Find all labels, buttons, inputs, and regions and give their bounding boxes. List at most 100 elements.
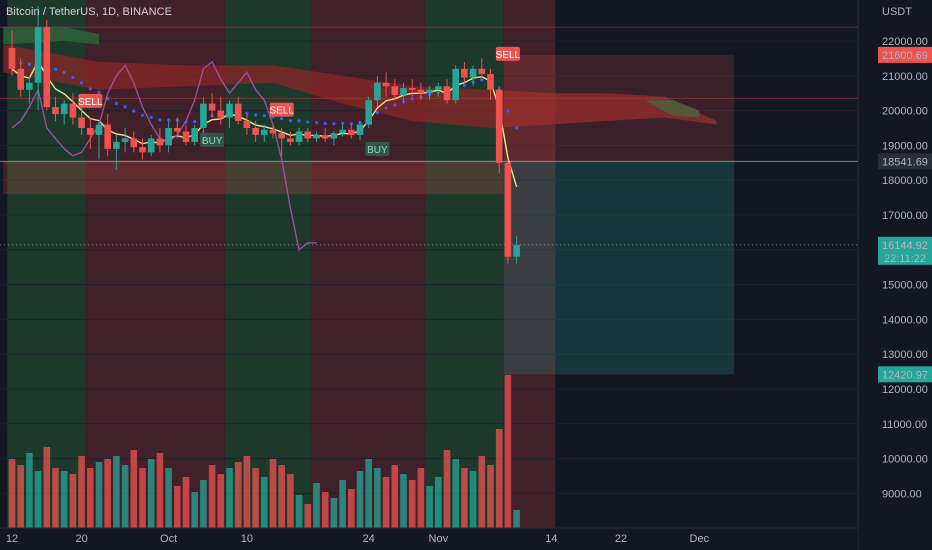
volume-bar bbox=[165, 468, 172, 528]
time-axis: 12 20 Oct 10 24 Nov 14 22 Dec bbox=[0, 527, 858, 550]
ema-dot bbox=[158, 118, 162, 122]
candle-body bbox=[43, 27, 51, 108]
volume-bar bbox=[200, 480, 207, 528]
candle-body bbox=[321, 134, 329, 139]
candle-body bbox=[356, 124, 364, 135]
candle-body bbox=[365, 100, 372, 125]
candle bbox=[17, 58, 24, 97]
candle bbox=[139, 138, 146, 160]
candle bbox=[261, 124, 268, 142]
signal-tag-box bbox=[365, 141, 390, 156]
candle-body bbox=[121, 138, 129, 142]
countdown-label: 22:11:22 bbox=[884, 253, 926, 265]
candle bbox=[8, 30, 16, 76]
ema-dot bbox=[88, 87, 92, 91]
candle-body bbox=[478, 68, 486, 75]
ema-dot bbox=[393, 103, 397, 107]
ema-dot bbox=[140, 113, 145, 118]
ema-dot bbox=[480, 78, 484, 82]
volume-bar bbox=[382, 477, 390, 528]
signal-tag-label: SELL bbox=[269, 106, 294, 117]
signal-tag-label: BUY bbox=[367, 145, 388, 156]
candle bbox=[478, 58, 486, 80]
candle bbox=[217, 96, 225, 125]
ema-dot bbox=[123, 105, 127, 109]
volume-bar bbox=[69, 474, 77, 528]
ema-dot bbox=[323, 121, 327, 126]
volume-bar bbox=[504, 375, 512, 528]
volume-bar bbox=[461, 468, 468, 528]
candle-body bbox=[226, 103, 233, 118]
ema-dot bbox=[62, 71, 66, 75]
signal-tag-label: BUY bbox=[202, 136, 223, 147]
take-profit-price-label: 12420.97 bbox=[882, 369, 928, 381]
candle-body bbox=[261, 129, 268, 135]
ema-dot bbox=[149, 115, 153, 119]
current-price-label: 16144.92 bbox=[882, 240, 928, 252]
ema-dot bbox=[245, 111, 249, 115]
current-price-label-bg bbox=[878, 236, 932, 265]
volume-bar bbox=[226, 468, 233, 528]
volume-bar bbox=[87, 468, 94, 528]
candle bbox=[452, 65, 459, 104]
time-tick-label: 24 bbox=[363, 533, 375, 545]
candle bbox=[87, 117, 94, 149]
chart-title: Bitcoin / TetherUS, 1D, BINANCE bbox=[6, 6, 173, 18]
take-profit-price-label-bg bbox=[878, 366, 932, 383]
candle-body bbox=[391, 86, 399, 95]
position-stop-zone bbox=[503, 54, 735, 162]
candle bbox=[426, 86, 433, 101]
cloud-bullish bbox=[3, 27, 99, 45]
ema-dot bbox=[506, 109, 510, 113]
price-tick-label: 20000.00 bbox=[882, 106, 928, 118]
volume-bar bbox=[426, 486, 433, 528]
volume-bar bbox=[391, 465, 399, 528]
candle-body bbox=[469, 68, 477, 78]
candle bbox=[365, 96, 372, 128]
candle-body bbox=[147, 138, 155, 153]
volume-bar bbox=[348, 489, 355, 528]
price-tick-label: 19000.00 bbox=[882, 140, 928, 152]
volume-bar bbox=[139, 468, 146, 528]
signal-buy: BUY bbox=[365, 141, 390, 156]
volume-bar bbox=[34, 471, 42, 528]
price-axis: 22000.00 21000.00 20000.00 19000.00 18000.00… bbox=[857, 0, 932, 550]
candle bbox=[121, 128, 129, 153]
volume-bar bbox=[234, 462, 242, 528]
candle-body bbox=[191, 128, 198, 142]
volume-bar bbox=[217, 474, 225, 528]
ema-dot bbox=[375, 110, 379, 115]
volume-bar bbox=[104, 459, 111, 528]
candle bbox=[43, 20, 51, 111]
position-target-zone bbox=[503, 161, 735, 375]
candle bbox=[504, 159, 512, 264]
price-tick-label: 13000.00 bbox=[882, 349, 928, 361]
candle-body bbox=[374, 82, 381, 101]
candle-body bbox=[165, 128, 172, 146]
candle-body bbox=[26, 82, 33, 90]
candle bbox=[321, 128, 329, 142]
candle-body bbox=[113, 141, 120, 149]
candle bbox=[391, 79, 399, 101]
time-tick-label: 20 bbox=[75, 533, 87, 545]
candle-body bbox=[461, 68, 468, 78]
oscillator-line bbox=[11, 60, 317, 252]
signal-tag-label: SELL bbox=[496, 50, 521, 61]
volume-bar bbox=[78, 456, 85, 528]
volume-bar bbox=[174, 486, 181, 528]
ema-dot bbox=[349, 122, 353, 126]
signal-tag-box bbox=[200, 132, 225, 147]
ema-dot bbox=[254, 113, 258, 117]
sell-target-price-label: 21600.69 bbox=[882, 50, 928, 62]
candle bbox=[295, 128, 303, 146]
candle-body bbox=[339, 129, 346, 134]
candle-body bbox=[252, 128, 259, 135]
volume-bar bbox=[52, 468, 59, 528]
candle-body bbox=[104, 124, 111, 149]
signal-tag-box bbox=[78, 93, 103, 108]
candle-body bbox=[87, 128, 94, 135]
volume-bar bbox=[452, 459, 459, 528]
candle bbox=[443, 79, 451, 104]
candle bbox=[313, 131, 320, 142]
